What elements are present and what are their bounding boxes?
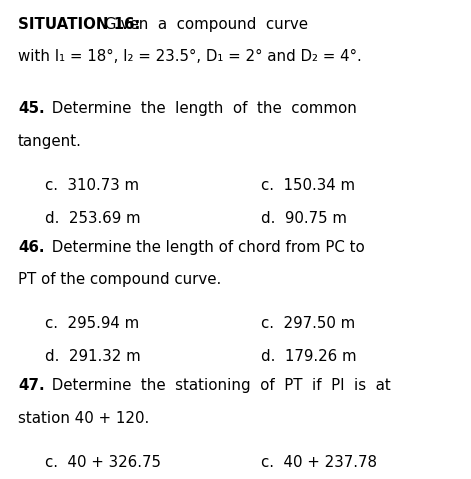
Text: c.  150.34 m: c. 150.34 m	[261, 178, 356, 193]
Text: c.  40 + 326.75: c. 40 + 326.75	[45, 455, 161, 470]
Text: SITUATION 16:: SITUATION 16:	[18, 17, 140, 32]
Text: d.  253.69 m: d. 253.69 m	[45, 211, 140, 226]
Text: Given  a  compound  curve: Given a compound curve	[100, 17, 309, 32]
Text: PT of the compound curve.: PT of the compound curve.	[18, 273, 221, 287]
Text: station 40 + 120.: station 40 + 120.	[18, 411, 149, 426]
Text: c.  310.73 m: c. 310.73 m	[45, 178, 139, 193]
Text: with I₁ = 18°, I₂ = 23.5°, D₁ = 2° and D₂ = 4°.: with I₁ = 18°, I₂ = 23.5°, D₁ = 2° and D…	[18, 49, 362, 64]
Text: c.  295.94 m: c. 295.94 m	[45, 317, 139, 331]
Text: tangent.: tangent.	[18, 134, 82, 149]
Text: Determine  the  length  of  the  common: Determine the length of the common	[47, 102, 357, 116]
Text: 45.: 45.	[18, 102, 45, 116]
Text: d.  179.26 m: d. 179.26 m	[261, 349, 357, 364]
Text: d.  90.75 m: d. 90.75 m	[261, 211, 348, 226]
Text: Determine the length of chord from PC to: Determine the length of chord from PC to	[47, 240, 365, 255]
Text: d.  291.32 m: d. 291.32 m	[45, 349, 140, 364]
Text: c.  297.50 m: c. 297.50 m	[261, 317, 356, 331]
Text: Determine  the  stationing  of  PT  if  PI  is  at: Determine the stationing of PT if PI is …	[47, 378, 391, 393]
Text: 47.: 47.	[18, 378, 45, 393]
Text: c.  40 + 237.78: c. 40 + 237.78	[261, 455, 377, 470]
Text: 46.: 46.	[18, 240, 44, 255]
